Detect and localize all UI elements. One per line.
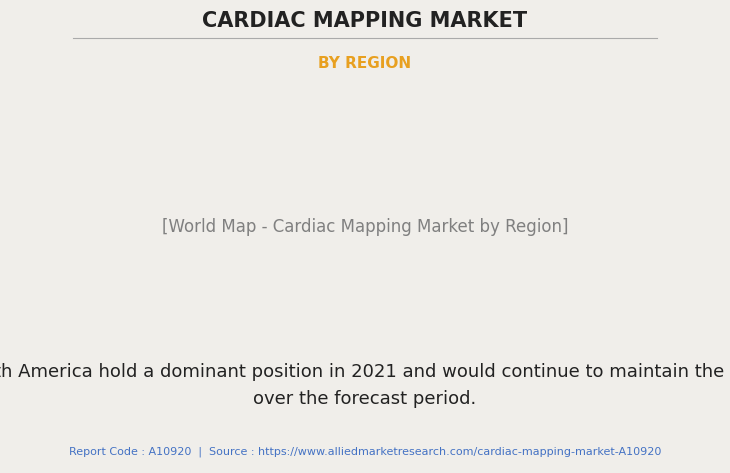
Text: CARDIAC MAPPING MARKET: CARDIAC MAPPING MARKET bbox=[202, 11, 528, 31]
Text: [World Map - Cardiac Mapping Market by Region]: [World Map - Cardiac Mapping Market by R… bbox=[162, 218, 568, 236]
Text: North America hold a dominant position in 2021 and would continue to maintain th: North America hold a dominant position i… bbox=[0, 363, 730, 408]
Text: Report Code : A10920  |  Source : https://www.alliedmarketresearch.com/cardiac-m: Report Code : A10920 | Source : https://… bbox=[69, 447, 661, 457]
Text: BY REGION: BY REGION bbox=[318, 56, 412, 71]
